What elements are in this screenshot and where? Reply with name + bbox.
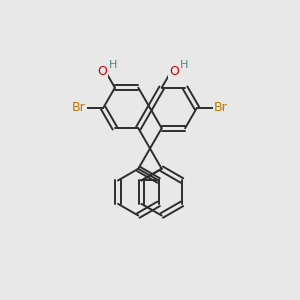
Text: Br: Br <box>72 101 86 115</box>
Text: O: O <box>169 65 179 78</box>
Text: H: H <box>109 60 117 70</box>
Text: H: H <box>180 60 188 70</box>
Text: O: O <box>98 65 107 78</box>
Text: Br: Br <box>214 101 228 115</box>
